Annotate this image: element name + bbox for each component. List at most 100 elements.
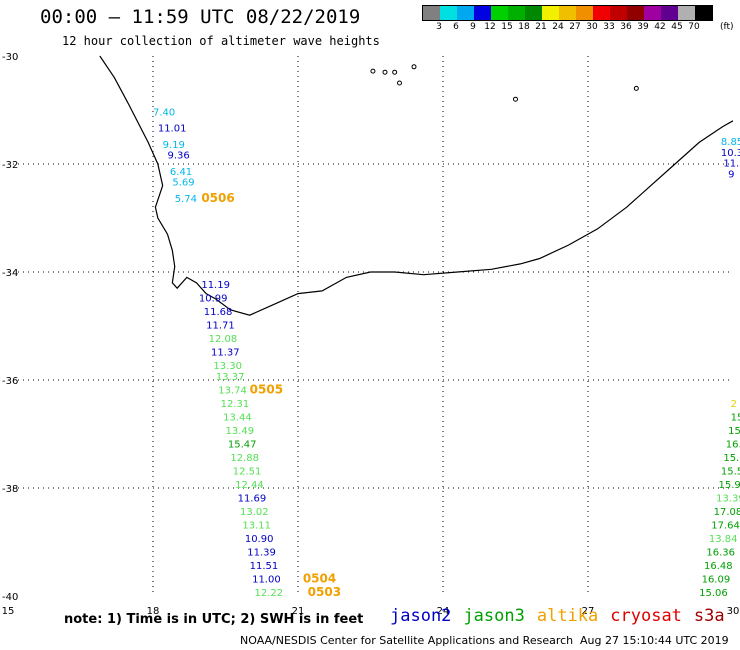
island-outline xyxy=(397,80,402,86)
wave-height-value: 16.48 xyxy=(704,561,733,572)
color-swatch xyxy=(491,6,508,20)
color-swatch xyxy=(423,6,440,20)
map-frame xyxy=(8,56,733,596)
wave-height-value: 15.50 xyxy=(721,467,740,478)
wave-height-value: 9.36 xyxy=(168,151,190,162)
color-swatch xyxy=(695,6,712,20)
color-swatch xyxy=(525,6,542,20)
credit-text: NOAA/NESDIS Center for Satellite Applica… xyxy=(240,634,574,647)
x-tick-label: 27 xyxy=(582,606,595,617)
wave-height-value: 10.90 xyxy=(245,534,274,545)
y-tick-label: -38 xyxy=(2,484,18,495)
wave-height-value: 16.09 xyxy=(702,575,731,586)
wave-height-value: 13.30 xyxy=(213,361,242,372)
color-swatch xyxy=(474,6,491,20)
wave-height-value: 13.37 xyxy=(216,372,245,383)
color-scale-label: 15 xyxy=(501,22,513,32)
map-title: 00:00 – 11:59 UTC 08/22/2019 xyxy=(40,6,361,28)
wave-height-value: 12.88 xyxy=(230,453,259,464)
color-swatch xyxy=(576,6,593,20)
y-tick-label: -40 xyxy=(2,592,18,603)
map-subtitle: 12 hour collection of altimeter wave hei… xyxy=(62,34,380,48)
axis-labels: 15 18 21 24 27 30 -30 -32 -34 -36 -38 -40 xyxy=(2,52,740,617)
wave-height-value: 13.39 xyxy=(716,494,740,505)
x-tick-label: 24 xyxy=(437,606,450,617)
color-scale-label: 21 xyxy=(535,22,547,32)
color-scale-label: 33 xyxy=(603,22,615,32)
map-grid xyxy=(8,56,733,596)
wave-height-value: 5.69 xyxy=(172,178,194,189)
wave-height-value: 16.36 xyxy=(706,548,735,559)
x-tick-label: 30 xyxy=(727,606,740,617)
wave-height-value: 15.99 xyxy=(719,480,740,491)
wave-height-value: 6.41 xyxy=(170,167,192,178)
x-tick-label: 21 xyxy=(292,606,305,617)
wave-height-value: 13.49 xyxy=(226,426,255,437)
island-outline xyxy=(382,69,388,75)
wave-height-value: 16. xyxy=(726,440,740,451)
wave-height-value: 2 xyxy=(731,399,737,410)
wave-height-value: 10.99 xyxy=(199,294,228,305)
island-outline xyxy=(411,64,417,70)
wave-height-value: 11.19 xyxy=(201,280,230,291)
wave-height-value: 13.02 xyxy=(240,507,269,518)
wave-height-value: 11.51 xyxy=(250,561,279,572)
wave-height-value: 5.74 xyxy=(175,194,197,205)
island-outline xyxy=(370,68,376,74)
color-swatch xyxy=(644,6,661,20)
wave-height-value: 12.22 xyxy=(255,588,284,599)
color-swatch xyxy=(661,6,678,20)
wave-height-value: 11.39 xyxy=(247,548,276,559)
wave-height-value: 12.44 xyxy=(235,480,264,491)
color-swatch xyxy=(627,6,644,20)
color-swatch xyxy=(457,6,474,20)
color-scale-label: 18 xyxy=(518,22,530,32)
color-scale-label: 12 xyxy=(484,22,496,32)
satellite-legend-item: s3a xyxy=(693,606,725,626)
track-time-label: 0504 xyxy=(303,572,336,586)
satellite-legend-item: jason3 xyxy=(463,606,525,626)
x-tick-label: 18 xyxy=(147,606,160,617)
coastline-path xyxy=(99,55,734,316)
track-time-label: 0503 xyxy=(308,585,341,599)
island-outline xyxy=(633,85,639,91)
wave-height-value: 11.69 xyxy=(238,494,267,505)
wave-height-value: 17.08 xyxy=(714,507,740,518)
wave-height-value: 15.06 xyxy=(699,588,728,599)
x-tick-label: 15 xyxy=(2,606,15,617)
y-tick-label: -34 xyxy=(2,268,18,279)
satellite-legend-item: jason2 xyxy=(390,606,452,626)
color-scale-label: 45 xyxy=(671,22,683,32)
island-outline xyxy=(513,96,518,102)
color-swatch xyxy=(559,6,576,20)
color-swatch xyxy=(542,6,559,20)
wave-height-value: 7.40 xyxy=(153,107,175,118)
color-scale-label: 3 xyxy=(436,22,442,32)
altimeter-tracks: 7.40 11.01 9.199.36 6.415.69 5.74 0506 11.19 10… xyxy=(153,107,740,599)
track-time-label: 0505 xyxy=(250,383,283,397)
y-tick-label: -36 xyxy=(2,376,18,387)
color-swatch xyxy=(610,6,627,20)
color-scale-label: 9 xyxy=(470,22,476,32)
wave-height-value: 17.64 xyxy=(711,521,740,532)
color-scale-label: 42 xyxy=(654,22,666,32)
wave-height-value: 13.11 xyxy=(242,521,271,532)
wave-height-value: 9.19 xyxy=(163,140,185,151)
footer-note: note: 1) Time is in UTC; 2) SWH is in fe… xyxy=(64,612,364,627)
wave-height-value: 10.3 xyxy=(721,148,740,159)
wave-height-value: 11.01 xyxy=(158,124,187,135)
wave-height-value: 13.44 xyxy=(223,413,252,424)
wave-height-value: 12.08 xyxy=(209,334,238,345)
y-tick-label: -30 xyxy=(2,52,18,63)
color-swatch xyxy=(508,6,525,20)
wave-height-value: 15 xyxy=(731,413,740,424)
wave-height-value: 11.37 xyxy=(211,348,240,359)
color-scale-label: 39 xyxy=(637,22,649,32)
wave-height-value: 15.1 xyxy=(723,453,740,464)
color-scale-label: 24 xyxy=(552,22,564,32)
color-swatch xyxy=(593,6,610,20)
color-scale-label: 70 xyxy=(688,22,700,32)
wave-height-value: 11.68 xyxy=(204,307,233,318)
satellite-legend: jason2 jason3 altika cryosat s3a xyxy=(390,606,737,626)
